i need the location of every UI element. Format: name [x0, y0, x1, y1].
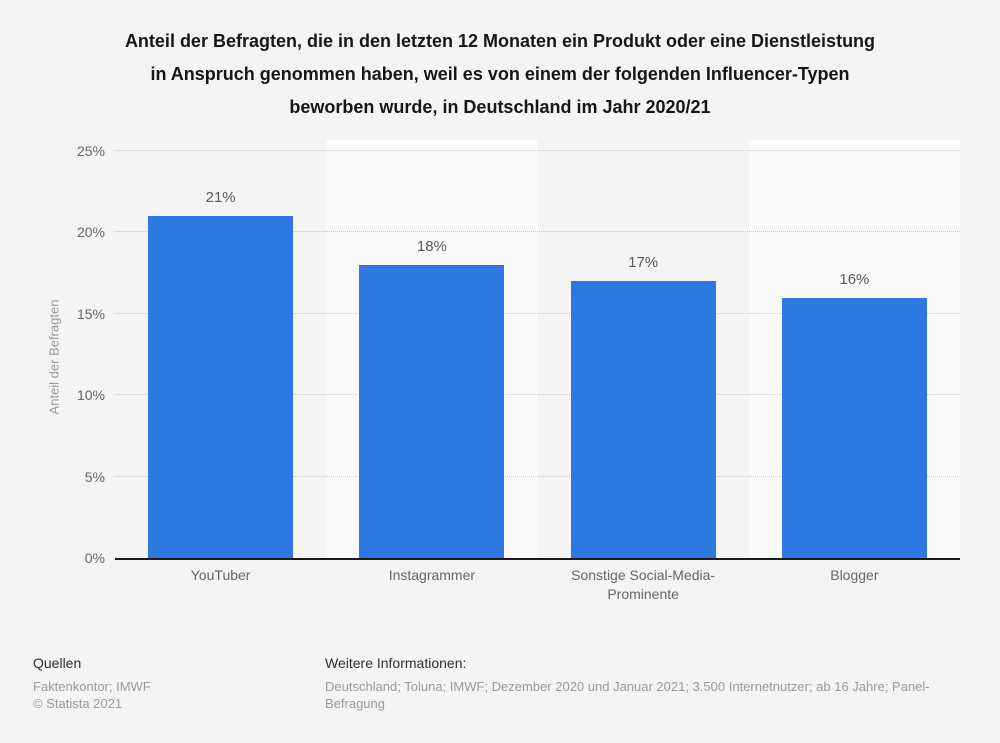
x-axis-labels: YouTuber Instagrammer Sonstige Social-Medi…: [115, 566, 960, 604]
x-axis-label-youtuber: YouTuber: [190, 567, 251, 583]
gridline-5: [115, 475, 960, 477]
bar-value-label-sonstige-social-media-prominente: 17%: [628, 254, 659, 272]
copyright-text: © Statista 2021: [33, 696, 123, 711]
gridline-20: [115, 231, 960, 233]
x-axis-label-instagrammer: Instagrammer: [388, 567, 476, 583]
x-axis-label-blogger: Blogger: [830, 567, 879, 583]
sources-text: Faktenkontor; IMWF: [33, 679, 151, 694]
bar-youtuber: [148, 216, 294, 558]
y-tick-label-20: 20%: [76, 224, 105, 241]
info-text: Deutschland; Toluna; IMWF; Dezember 2020…: [325, 679, 930, 711]
plot-area: 0% 5% 10% 15% 20% 25% 21% 18% 17% 16%: [77, 140, 960, 566]
bar-value-label-instagrammer: 18%: [416, 237, 447, 255]
y-tick-label-15: 15%: [76, 305, 105, 322]
bar-instagrammer: [359, 264, 505, 558]
y-tick-label-25: 25%: [76, 143, 105, 159]
y-tick-label-5: 5%: [84, 468, 105, 485]
info-block: Weitere Informationen: Deutschland; Tolu…: [325, 655, 985, 712]
bar-value-label-blogger: 16%: [839, 270, 870, 288]
y-tick-label-10: 10%: [76, 387, 105, 404]
info-heading: Weitere Informationen:: [325, 655, 467, 671]
gridline-10: [115, 394, 960, 396]
chart-title: Anteil der Befragten, die in den letzten…: [124, 31, 876, 117]
gridline-15: [115, 312, 960, 314]
x-axis-label-sonstige-social-media-prominente: Sonstige Social-Media-Prominente: [571, 567, 716, 602]
sources-block: Quellen Faktenkontor; IMWF © Statista 20…: [33, 655, 151, 712]
bar-value-label-youtuber: 21%: [205, 189, 236, 207]
bar-sonstige-social-media-prominente: [570, 281, 716, 558]
y-tick-label-0: 0%: [84, 550, 105, 566]
sources-heading: Quellen: [33, 655, 82, 671]
bar-blogger: [781, 297, 927, 558]
gridline-25: [115, 150, 960, 151]
